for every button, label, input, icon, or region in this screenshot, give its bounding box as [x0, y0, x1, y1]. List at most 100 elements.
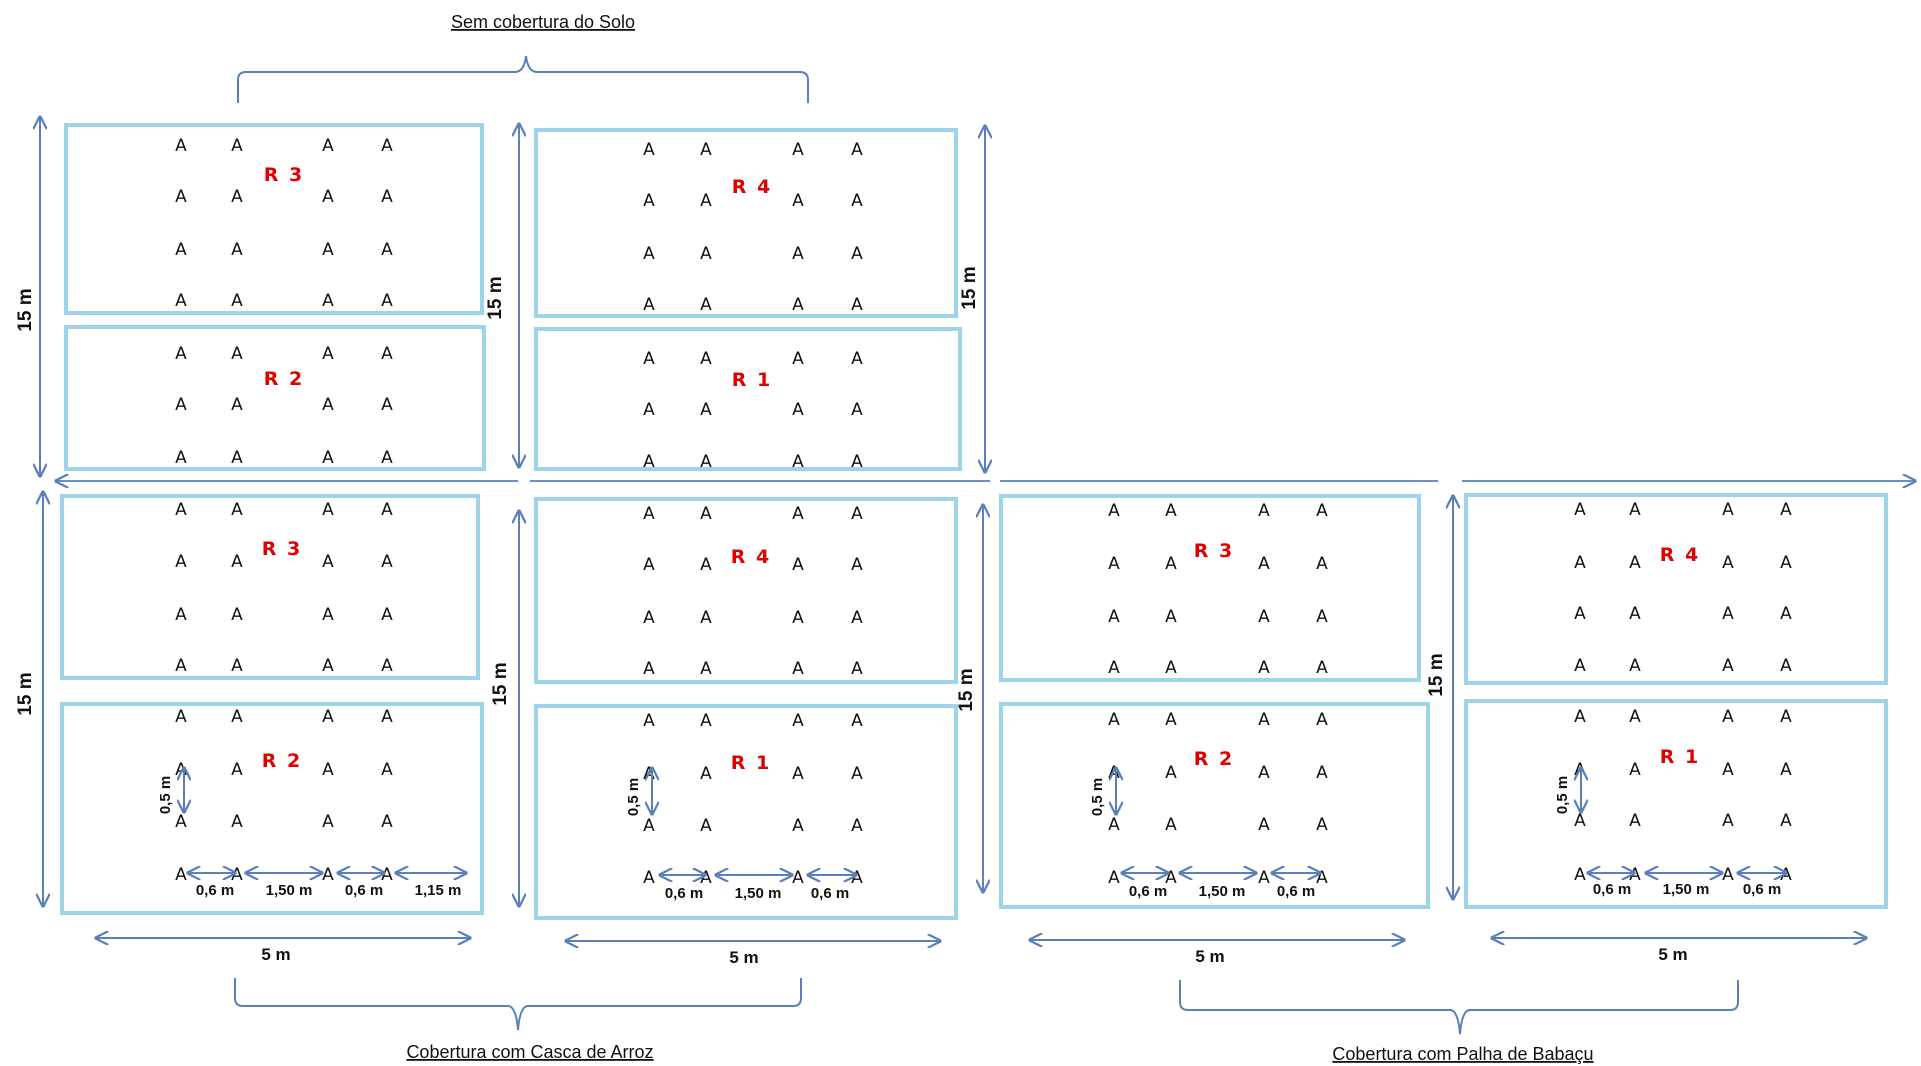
replicate-label: R 4 — [1660, 544, 1700, 566]
plot-border — [64, 325, 486, 471]
plant-marker: A — [851, 244, 863, 264]
plant-marker: A — [643, 711, 655, 731]
plant-marker: A — [231, 656, 243, 676]
plant-marker: A — [1574, 604, 1586, 624]
plant-marker: A — [322, 344, 334, 364]
height-label: 15 m — [485, 276, 506, 319]
block-babassu-1: A A A AA A A AA A A AA A A AR 3A A A AA A A AA A A AA A A AR 2 — [999, 494, 1430, 909]
plant-marker: A — [1258, 607, 1270, 627]
plant-marker: A — [792, 608, 804, 628]
replicate-label: R 3 — [262, 538, 302, 560]
plant-marker: A — [700, 244, 712, 264]
plant-marker: A — [643, 244, 655, 264]
row-spacing-label: 0,5 m — [625, 778, 642, 816]
plant-marker: A — [643, 764, 655, 784]
plant-marker: A — [381, 136, 393, 156]
plant-marker: A — [381, 812, 393, 832]
plant-marker: A — [1108, 815, 1120, 835]
plant-marker: A — [1629, 604, 1641, 624]
plant-marker: A — [231, 500, 243, 520]
brace-no-cover — [237, 55, 809, 103]
plant-marker: A — [1722, 656, 1734, 676]
plant-marker: A — [1316, 501, 1328, 521]
plant-marker: A — [643, 608, 655, 628]
plant-marker: A — [231, 605, 243, 625]
row-spacing-label: 0,5 m — [1554, 776, 1571, 814]
plant-marker: A — [381, 291, 393, 311]
plant-marker: A — [322, 605, 334, 625]
plant-marker: A — [1722, 500, 1734, 520]
plot-border — [534, 327, 962, 471]
plant-marker: A — [381, 448, 393, 468]
height-label: 15 m — [490, 662, 511, 705]
plant-marker: A — [1258, 501, 1270, 521]
plant-marker: A — [643, 816, 655, 836]
plant-marker: A — [322, 552, 334, 572]
plant-marker: A — [175, 605, 187, 625]
plant-marker: A — [381, 656, 393, 676]
plant-marker: A — [1165, 815, 1177, 835]
plant-marker: A — [322, 291, 334, 311]
plant-marker: A — [851, 764, 863, 784]
plant-marker: A — [851, 452, 863, 472]
replicate-label: R 3 — [264, 164, 304, 186]
plant-marker: A — [1780, 865, 1792, 885]
width-label: 5 m — [1195, 947, 1224, 966]
plant-marker: A — [1574, 553, 1586, 573]
plant-marker: A — [1165, 658, 1177, 678]
title-rice-husk: Cobertura com Casca de Arroz — [406, 1042, 653, 1062]
replicate-label: R 4 — [731, 546, 771, 568]
plant-marker: A — [1258, 763, 1270, 783]
plant-marker: A — [851, 191, 863, 211]
plant-marker: A — [322, 656, 334, 676]
plant-marker: A — [851, 608, 863, 628]
plant-marker: A — [322, 865, 334, 885]
plant-marker: A — [322, 812, 334, 832]
height-label: 15 m — [956, 668, 977, 711]
plant-marker: A — [175, 240, 187, 260]
replicate-label: R 1 — [731, 752, 771, 774]
plant-marker: A — [1780, 553, 1792, 573]
width-label: 5 m — [261, 945, 290, 964]
block-no-cover-2: A A A A A A A A A A A A A A A A R 4 A A A A A A A A A A A A R 1 — [534, 128, 962, 472]
plant-marker: A — [700, 295, 712, 315]
plant-marker: A — [851, 659, 863, 679]
plant-marker: A — [381, 707, 393, 727]
plant-marker: A — [700, 608, 712, 628]
plant-spacing-label: 0,6 m — [196, 882, 234, 899]
plant-marker: A — [643, 452, 655, 472]
plant-marker: A — [1108, 658, 1120, 678]
plant-marker: A — [1165, 554, 1177, 574]
row-spacing-label: 0,5 m — [1089, 778, 1106, 816]
plant-marker: A — [175, 760, 187, 780]
row-gap-label: 1,50 m — [1663, 881, 1710, 898]
height-label: 15 m — [959, 266, 980, 309]
plant-marker: A — [1629, 553, 1641, 573]
plant-marker: A — [1258, 658, 1270, 678]
block-babassu-2: A A A AA A A AA A A AA A A AR 4A A A AA A A AA A A AA A A AR 1 — [1464, 493, 1888, 909]
plant-marker: A — [381, 344, 393, 364]
plant-marker: A — [643, 868, 655, 888]
plant-marker: A — [1108, 607, 1120, 627]
plant-marker: A — [851, 295, 863, 315]
height-labels: 15 m 15 m 15 m 15 m 15 m 15 m 15 m — [15, 266, 1447, 715]
plant-marker: A — [1722, 865, 1734, 885]
plant-marker: A — [1108, 554, 1120, 574]
width-label: 5 m — [1658, 945, 1687, 964]
plant-marker: A — [322, 240, 334, 260]
plot-border — [1464, 699, 1888, 909]
plot-border — [999, 702, 1430, 909]
plant-marker: A — [851, 711, 863, 731]
plant-spacing-label: 0,6 m — [1593, 881, 1631, 898]
block-no-cover-1: A A A A A A A A A A A A A A A A R 3 A A A A A A A A A A A A R 2 — [64, 123, 486, 471]
plant-marker: A — [1316, 554, 1328, 574]
plant-marker: A — [231, 136, 243, 156]
plant-marker: A — [1165, 763, 1177, 783]
plant-marker: A — [322, 500, 334, 520]
plant-marker: A — [175, 448, 187, 468]
plot-border — [1464, 493, 1888, 685]
plant-marker: A — [1574, 865, 1586, 885]
plant-marker: A — [381, 760, 393, 780]
row-gap-label: 1,50 m — [735, 885, 782, 902]
plant-marker: A — [1316, 607, 1328, 627]
